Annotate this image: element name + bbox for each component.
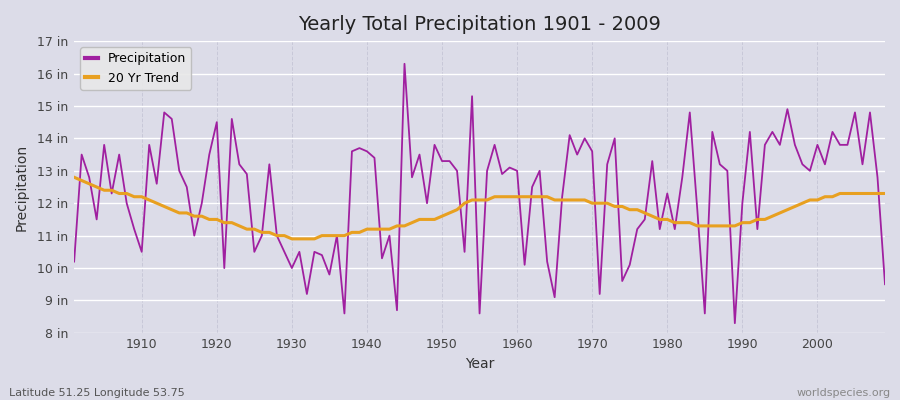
20 Yr Trend [609,204,620,209]
X-axis label: Year: Year [465,357,494,371]
20 Yr Trend [512,194,523,199]
Precipitation [129,227,140,232]
Precipitation [609,136,620,141]
Y-axis label: Precipitation: Precipitation [15,144,29,230]
20 Yr Trend [346,230,357,235]
Legend: Precipitation, 20 Yr Trend: Precipitation, 20 Yr Trend [80,47,191,90]
Precipitation [294,250,305,254]
Text: worldspecies.org: worldspecies.org [796,388,891,398]
20 Yr Trend [519,194,530,199]
Precipitation [729,321,740,326]
Line: 20 Yr Trend: 20 Yr Trend [74,177,885,239]
20 Yr Trend [129,194,140,199]
Title: Yearly Total Precipitation 1901 - 2009: Yearly Total Precipitation 1901 - 2009 [298,15,661,34]
Precipitation [879,282,890,287]
Line: Precipitation: Precipitation [74,64,885,323]
20 Yr Trend [68,175,79,180]
Precipitation [519,262,530,267]
20 Yr Trend [286,236,297,241]
Precipitation [512,168,523,173]
Precipitation [399,62,410,66]
20 Yr Trend [879,191,890,196]
Text: Latitude 51.25 Longitude 53.75: Latitude 51.25 Longitude 53.75 [9,388,184,398]
Precipitation [68,259,79,264]
20 Yr Trend [302,236,312,241]
Precipitation [339,311,350,316]
